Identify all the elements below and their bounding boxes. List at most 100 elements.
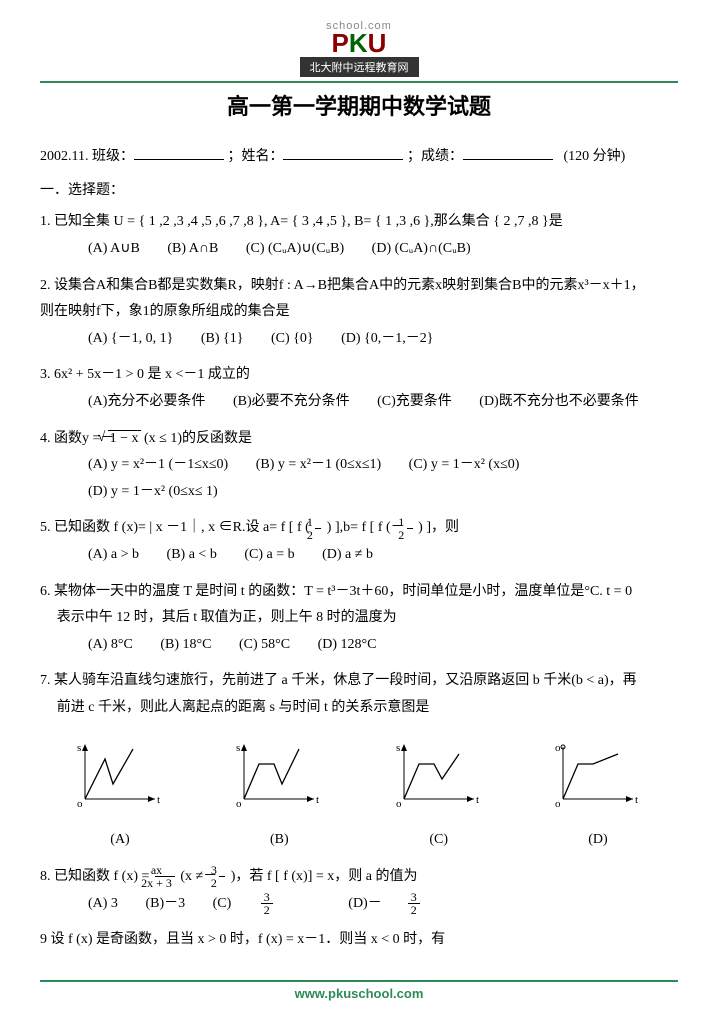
question-9: 9 设 f (x) 是奇函数，且当 x > 0 时，f (x) = x－1．则当… xyxy=(40,927,678,954)
question-3: 3. 6x² + 5x－1 > 0 是 x <－1 成立的 (A)充分不必要条件… xyxy=(40,362,678,415)
q2-opt-a: (A) {－1, 0, 1} xyxy=(88,331,173,346)
svg-text:o: o xyxy=(555,798,561,809)
svg-text:s: s xyxy=(236,742,240,754)
q5-text: 5. 已知函数 f (x)= | x －1｜, x ∈R.设 a= f [ f … xyxy=(40,515,678,542)
sqrt-icon: 1 − x xyxy=(114,426,140,453)
chart-svg: s t o xyxy=(394,739,484,809)
svg-text:t: t xyxy=(157,794,160,806)
meta-date: 2002.11. xyxy=(40,149,88,164)
q2-line2: 则在映射f下，象1的原象所组成的集合是 xyxy=(40,299,678,326)
question-1: 1. 已知全集 U = { 1 ,2 ,3 ,4 ,5 ,6 ,7 ,8 }, … xyxy=(40,209,678,262)
q6-opt-c: (C) 58°C xyxy=(239,637,290,652)
q3-opt-b: (B)必要不充分条件 xyxy=(233,394,350,409)
q2-options: (A) {－1, 0, 1} (B) {1} (C) {0} (D) {0,－1… xyxy=(40,326,678,353)
svg-text:t: t xyxy=(316,794,319,806)
logo-main: PKU xyxy=(40,32,678,55)
q6-opt-a: (A) 8°C xyxy=(88,637,133,652)
svg-text:s: s xyxy=(77,742,81,754)
q8-opt-a: (A) 3 xyxy=(88,896,118,911)
q4-options: (A) y = x²－1 (－1≤x≤0) (B) y = x²－1 (0≤x≤… xyxy=(40,452,678,505)
q5-opt-b: (B) a < b xyxy=(167,547,217,562)
q1-opt-a: (A) A∪B xyxy=(88,241,140,256)
q6-options: (A) 8°C (B) 18°C (C) 58°C (D) 128°C xyxy=(40,632,678,659)
q1-options: (A) A∪B (B) A∩B (C) (CᵤA)∪(CᵤB) (D) (CᵤA… xyxy=(40,236,678,263)
q5-options: (A) a > b (B) a < b (C) a = b (D) a ≠ b xyxy=(40,542,678,569)
svg-text:o: o xyxy=(555,742,561,754)
q8-opt-c: (C) 32 xyxy=(213,896,321,911)
q7-line1: 7. 某人骑车沿直线匀速旅行，先前进了 a 千米，休息了一段时间，又沿原路返回 … xyxy=(40,668,678,695)
question-2: 2. 设集合A和集合B都是实数集R，映射f : A→B把集合A中的元素x映射到集… xyxy=(40,273,678,353)
logo-banner: 北大附中远程教育网 xyxy=(300,57,419,77)
q2-line1: 2. 设集合A和集合B都是实数集R，映射f : A→B把集合A中的元素x映射到集… xyxy=(40,273,678,300)
chart-label: (B) xyxy=(209,827,349,854)
q6-line2: 表示中午 12 时，其后 t 取值为正，则上午 8 时的温度为 xyxy=(40,605,678,632)
q3-opt-a: (A)充分不必要条件 xyxy=(88,394,205,409)
q3-opt-c: (C)充要条件 xyxy=(377,394,452,409)
q7-chart-b: s t o (B) xyxy=(209,739,349,854)
svg-text:s: s xyxy=(396,742,400,754)
q1-opt-b: (B) A∩B xyxy=(167,241,218,256)
q1-opt-d: (D) (CᵤA)∩(CᵤB) xyxy=(372,241,471,256)
q5-opt-a: (A) a > b xyxy=(88,547,139,562)
chart-svg: s t o xyxy=(75,739,165,809)
q7-line2: 前进 c 千米，则此人离起点的距离 s 与时间 t 的关系示意图是 xyxy=(40,695,678,722)
q8-options: (A) 3 (B)－3 (C) 32 (D)－32 xyxy=(40,891,678,918)
fraction-icon: 32 xyxy=(261,891,297,916)
chart-label: (A) xyxy=(50,827,190,854)
score-blank[interactable] xyxy=(463,145,553,160)
svg-text:o: o xyxy=(77,798,83,809)
q3-opt-d: (D)既不充分也不必要条件 xyxy=(479,394,638,409)
chart-svg: o t o xyxy=(553,739,643,809)
q5-opt-d: (D) a ≠ b xyxy=(322,547,373,562)
svg-text:t: t xyxy=(476,794,479,806)
q3-text: 3. 6x² + 5x－1 > 0 是 x <－1 成立的 xyxy=(40,362,678,389)
q1-opt-c: (C) (CᵤA)∪(CᵤB) xyxy=(246,241,344,256)
q7-chart-d: o t o (D) xyxy=(528,739,668,854)
fraction-icon: 12 xyxy=(315,516,321,541)
fraction-icon: ax2x + 3 xyxy=(155,864,175,889)
name-blank[interactable] xyxy=(283,145,403,160)
fraction-icon: 32 xyxy=(219,864,225,889)
question-4: 4. 函数y =－1 − x (x ≤ 1)的反函数是 (A) y = x²－1… xyxy=(40,426,678,506)
header-rule xyxy=(40,81,678,83)
footer-rule xyxy=(40,980,678,982)
q8-opt-d: (D)－32 xyxy=(348,896,467,911)
q3-options: (A)充分不必要条件 (B)必要不充分条件 (C)充要条件 (D)既不充分也不必… xyxy=(40,389,678,416)
q5-opt-c: (C) a = b xyxy=(244,547,294,562)
chart-svg: s t o xyxy=(234,739,324,809)
q1-text: 1. 已知全集 U = { 1 ,2 ,3 ,4 ,5 ,6 ,7 ,8 }, … xyxy=(40,209,678,236)
q8-opt-b: (B)－3 xyxy=(145,896,185,911)
section-1-head: 一．选择题： xyxy=(40,179,678,199)
header-logo: school.com PKU 北大附中远程教育网 xyxy=(40,20,678,77)
footer-url: www.pkuschool.com xyxy=(40,986,678,1001)
class-label: 班级： xyxy=(92,149,134,164)
score-label: ；成绩： xyxy=(407,149,463,164)
q9-text: 9 设 f (x) 是奇函数，且当 x > 0 时，f (x) = x－1．则当… xyxy=(40,927,678,954)
question-7: 7. 某人骑车沿直线匀速旅行，先前进了 a 千米，休息了一段时间，又沿原路返回 … xyxy=(40,668,678,854)
q8-text: 8. 已知函数 f (x) = ax2x + 3 (x ≠－32 )，若 f [… xyxy=(40,864,678,891)
q7-chart-a: s t o (A) xyxy=(50,739,190,854)
question-5: 5. 已知函数 f (x)= | x －1｜, x ∈R.设 a= f [ f … xyxy=(40,515,678,568)
page-title: 高一第一学期期中数学试题 xyxy=(40,89,678,121)
name-label: ；姓名： xyxy=(227,149,283,164)
duration: (120 分钟) xyxy=(563,149,625,164)
meta-line: 2002.11. 班级： ；姓名： ；成绩： (120 分钟) xyxy=(40,145,678,165)
q4-opt-c: (C) y = 1－x² (x≤0) xyxy=(409,457,520,472)
q4-opt-a: (A) y = x²－1 (－1≤x≤0) xyxy=(88,457,228,472)
q6-line1: 6. 某物体一天中的温度 T 是时间 t 的函数：T = t³－3t＋60，时间… xyxy=(40,579,678,606)
class-blank[interactable] xyxy=(134,145,224,160)
q6-opt-b: (B) 18°C xyxy=(160,637,211,652)
svg-text:t: t xyxy=(635,794,638,806)
svg-text:o: o xyxy=(236,798,242,809)
fraction-icon: 32 xyxy=(408,891,444,916)
question-6: 6. 某物体一天中的温度 T 是时间 t 的函数：T = t³－3t＋60，时间… xyxy=(40,579,678,659)
svg-text:o: o xyxy=(396,798,402,809)
q4-opt-d: (D) y = 1－x² (0≤x≤ 1) xyxy=(88,484,218,499)
chart-label: (D) xyxy=(528,827,668,854)
q7-chart-c: s t o (C) xyxy=(369,739,509,854)
question-8: 8. 已知函数 f (x) = ax2x + 3 (x ≠－32 )，若 f [… xyxy=(40,864,678,917)
chart-label: (C) xyxy=(369,827,509,854)
q2-opt-c: (C) {0} xyxy=(271,331,314,346)
fraction-icon: 12 xyxy=(407,516,413,541)
q7-charts-row: s t o (A) s t o (B) s t o (C) o t o (D) xyxy=(50,739,668,854)
